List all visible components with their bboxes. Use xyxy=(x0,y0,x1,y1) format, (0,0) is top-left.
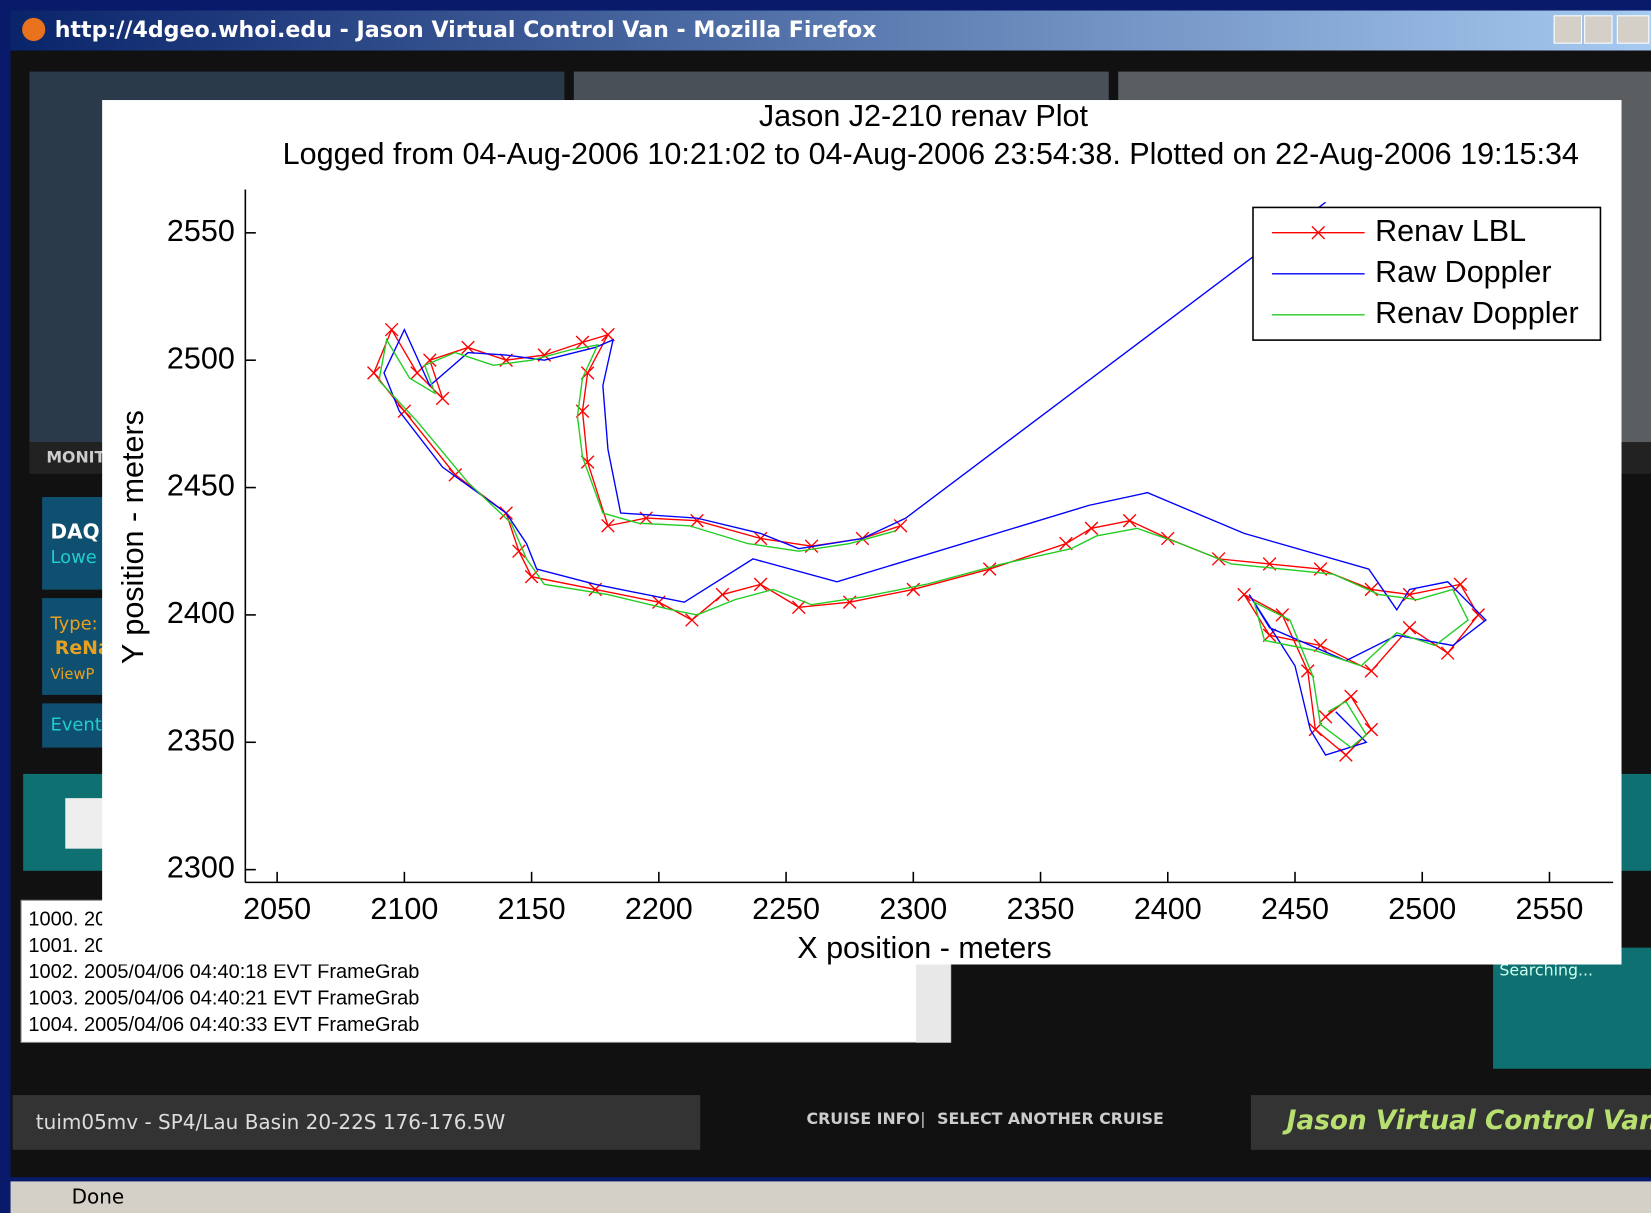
status-bar xyxy=(10,1181,1651,1213)
search-status: Searching... xyxy=(1499,960,1593,979)
y-tick-label: 2450 xyxy=(167,469,235,503)
log-entry: 1002. 2005/04/06 04:40:18 EVT FrameGrab xyxy=(28,961,419,983)
marker xyxy=(1440,646,1455,660)
marker xyxy=(1364,664,1379,678)
x-tick-label: 2400 xyxy=(1134,892,1202,926)
marker xyxy=(601,327,615,342)
marker xyxy=(1059,536,1073,551)
y-axis-label: Y position - meters xyxy=(116,410,150,664)
type-value: ReNa xyxy=(55,637,111,659)
marker xyxy=(384,322,399,337)
marker xyxy=(1313,638,1328,653)
x-tick-label: 2550 xyxy=(1516,892,1584,926)
marker xyxy=(1084,521,1099,536)
y-tick-label: 2550 xyxy=(167,214,235,248)
marker xyxy=(1339,748,1353,762)
marker xyxy=(1308,722,1323,737)
series-line xyxy=(373,328,1480,756)
search-panel xyxy=(1493,947,1651,1069)
cruise-name: tuim05mv - SP4/Lau Basin 20-22S 176-176.… xyxy=(36,1110,506,1134)
event-label: Event xyxy=(51,714,102,735)
log-entry: 1001. 20 xyxy=(28,935,106,957)
series-line xyxy=(378,337,1469,749)
series-line xyxy=(383,201,1487,756)
x-tick-label: 2100 xyxy=(370,892,438,926)
monitor-label: MONIT xyxy=(46,448,105,467)
window-title: http://4dgeo.whoi.edu - Jason Virtual Co… xyxy=(55,17,877,43)
close-button[interactable] xyxy=(1616,15,1650,44)
link-separator: | xyxy=(920,1109,925,1128)
marker xyxy=(1344,689,1358,704)
x-tick-label: 2050 xyxy=(243,892,311,926)
x-tick-label: 2250 xyxy=(752,892,820,926)
select-cruise-link[interactable]: SELECT ANOTHER CRUISE xyxy=(937,1109,1164,1128)
tool-icon[interactable] xyxy=(65,798,106,849)
status-text: Done xyxy=(72,1185,125,1209)
marker xyxy=(893,518,908,533)
marker xyxy=(397,404,412,418)
chart-subtitle: Logged from 04-Aug-2006 10:21:02 to 04-A… xyxy=(283,137,1579,171)
marker xyxy=(1275,608,1290,622)
daq-sub: Lowe xyxy=(51,547,97,568)
marker xyxy=(367,366,381,380)
marker xyxy=(982,562,997,576)
log-entry: 1004. 2005/04/06 04:40:33 EVT FrameGrab xyxy=(28,1014,419,1036)
x-tick-label: 2200 xyxy=(625,892,693,926)
marker xyxy=(1453,577,1468,592)
x-tick-label: 2350 xyxy=(1007,892,1075,926)
y-tick-label: 2300 xyxy=(167,851,235,885)
x-tick-label: 2150 xyxy=(498,892,566,926)
brand: Jason Virtual Control Van xyxy=(1282,1106,1651,1136)
y-tick-label: 2350 xyxy=(167,723,235,757)
cruise-info-link[interactable]: CRUISE INFO xyxy=(807,1109,920,1128)
brand-bar xyxy=(1250,1095,1651,1150)
marker xyxy=(435,391,450,406)
plot-area: 2050 2100 2150 2200 2250 2300 2350 2400 2450 2500… xyxy=(167,201,1602,926)
marker xyxy=(1262,628,1277,643)
y-tick-label: 2400 xyxy=(167,596,235,630)
legend: Renav LBL Raw Doppler Renav Doppler xyxy=(1252,206,1602,341)
x-tick-label: 2300 xyxy=(879,892,947,926)
marker xyxy=(685,613,699,627)
marker xyxy=(791,600,806,615)
browser-icon xyxy=(22,17,46,42)
marker xyxy=(690,513,704,528)
legend-label: Raw Doppler xyxy=(1375,255,1551,289)
x-tick-label: 2500 xyxy=(1388,892,1456,926)
marker xyxy=(410,366,424,380)
marker xyxy=(1364,722,1379,737)
cruise-bar xyxy=(12,1095,701,1150)
marker xyxy=(1318,710,1333,724)
marker xyxy=(461,340,475,355)
marker xyxy=(753,531,768,546)
daq-label: DAQ xyxy=(51,519,100,543)
legend-label: Renav LBL xyxy=(1375,214,1526,248)
marker xyxy=(1402,620,1417,635)
x-axis-label: X position - meters xyxy=(797,931,1051,965)
legend-label: Renav Doppler xyxy=(1375,296,1579,330)
title-bar xyxy=(10,10,1651,51)
chart-title: Jason J2-210 renav Plot xyxy=(759,99,1089,133)
marker xyxy=(512,544,526,559)
marker xyxy=(1237,587,1251,602)
log-entry: 1003. 2005/04/06 04:40:21 EVT FrameGrab xyxy=(28,988,419,1010)
y-tick-label: 2500 xyxy=(167,341,235,375)
marker xyxy=(715,587,730,602)
log-entry: 1000. 20 xyxy=(28,909,106,931)
maximize-button[interactable] xyxy=(1584,15,1613,44)
minimize-button[interactable] xyxy=(1553,15,1583,44)
type-label: Type: xyxy=(50,613,98,634)
view-link[interactable]: ViewP xyxy=(51,666,95,683)
marker xyxy=(906,582,921,597)
marker xyxy=(753,577,768,592)
marker xyxy=(601,518,615,533)
x-tick-label: 2450 xyxy=(1261,892,1329,926)
log-list: 1000. 20 1001. 20 1002. 2005/04/06 04:40:1… xyxy=(28,909,419,1036)
marker xyxy=(1311,225,1326,240)
marker xyxy=(1471,608,1486,622)
marker xyxy=(1122,513,1137,528)
